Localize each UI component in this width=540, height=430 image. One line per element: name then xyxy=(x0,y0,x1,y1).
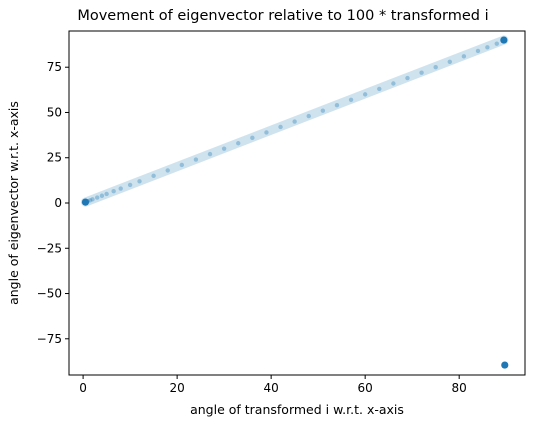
data-point xyxy=(151,173,156,179)
data-point xyxy=(447,59,452,64)
data-point xyxy=(348,97,354,103)
y-tick-label: 75 xyxy=(47,60,62,74)
data-point xyxy=(362,92,368,97)
y-axis-label: angle of eigenvector w.r.t. x-axis xyxy=(6,101,21,305)
x-tick-label: 0 xyxy=(79,381,87,395)
data-point xyxy=(461,54,467,59)
x-tick-label: 20 xyxy=(169,381,184,395)
data-point xyxy=(334,103,340,108)
y-tick-label: 25 xyxy=(47,151,62,165)
diagonal-band xyxy=(80,35,509,207)
data-point xyxy=(494,41,499,46)
data-point xyxy=(81,198,90,206)
data-point xyxy=(207,151,213,157)
data-point xyxy=(250,135,255,141)
data-point xyxy=(95,195,100,200)
y-tick-label: −50 xyxy=(37,287,62,301)
y-tick-label: 50 xyxy=(47,105,62,119)
y-tick-label: −25 xyxy=(37,241,62,255)
data-point xyxy=(137,179,142,184)
data-point xyxy=(85,198,91,204)
y-tick-label: 0 xyxy=(54,196,62,210)
data-point xyxy=(501,361,509,369)
data-point xyxy=(236,141,241,146)
data-point xyxy=(264,130,269,135)
data-point xyxy=(87,198,93,203)
data-point xyxy=(90,197,95,202)
data-point xyxy=(419,70,424,75)
chart-title: Movement of eigenvector relative to 100 … xyxy=(77,8,488,24)
plot-frame xyxy=(68,30,526,376)
data-point xyxy=(292,119,297,124)
data-point xyxy=(377,86,382,92)
data-point xyxy=(221,146,227,151)
data-point xyxy=(485,45,490,50)
x-tick-label: 80 xyxy=(452,381,467,395)
data-point xyxy=(179,162,185,168)
data-point xyxy=(278,124,283,130)
x-tick-label: 40 xyxy=(264,381,279,395)
y-tick-label: −75 xyxy=(37,332,62,346)
data-point xyxy=(500,36,508,44)
data-point xyxy=(306,113,311,119)
data-point xyxy=(475,48,481,54)
data-point xyxy=(320,108,326,113)
data-point xyxy=(391,81,396,86)
data-point xyxy=(118,186,123,191)
data-point xyxy=(193,157,199,162)
data-point xyxy=(127,182,133,188)
data-point xyxy=(405,75,410,81)
data-point xyxy=(99,193,105,198)
x-tick-label: 60 xyxy=(358,381,373,395)
data-point xyxy=(165,168,170,173)
data-point xyxy=(433,65,438,70)
data-point xyxy=(104,191,109,197)
data-point xyxy=(111,189,116,194)
x-axis-label: angle of transformed i w.r.t. x-axis xyxy=(190,402,404,417)
